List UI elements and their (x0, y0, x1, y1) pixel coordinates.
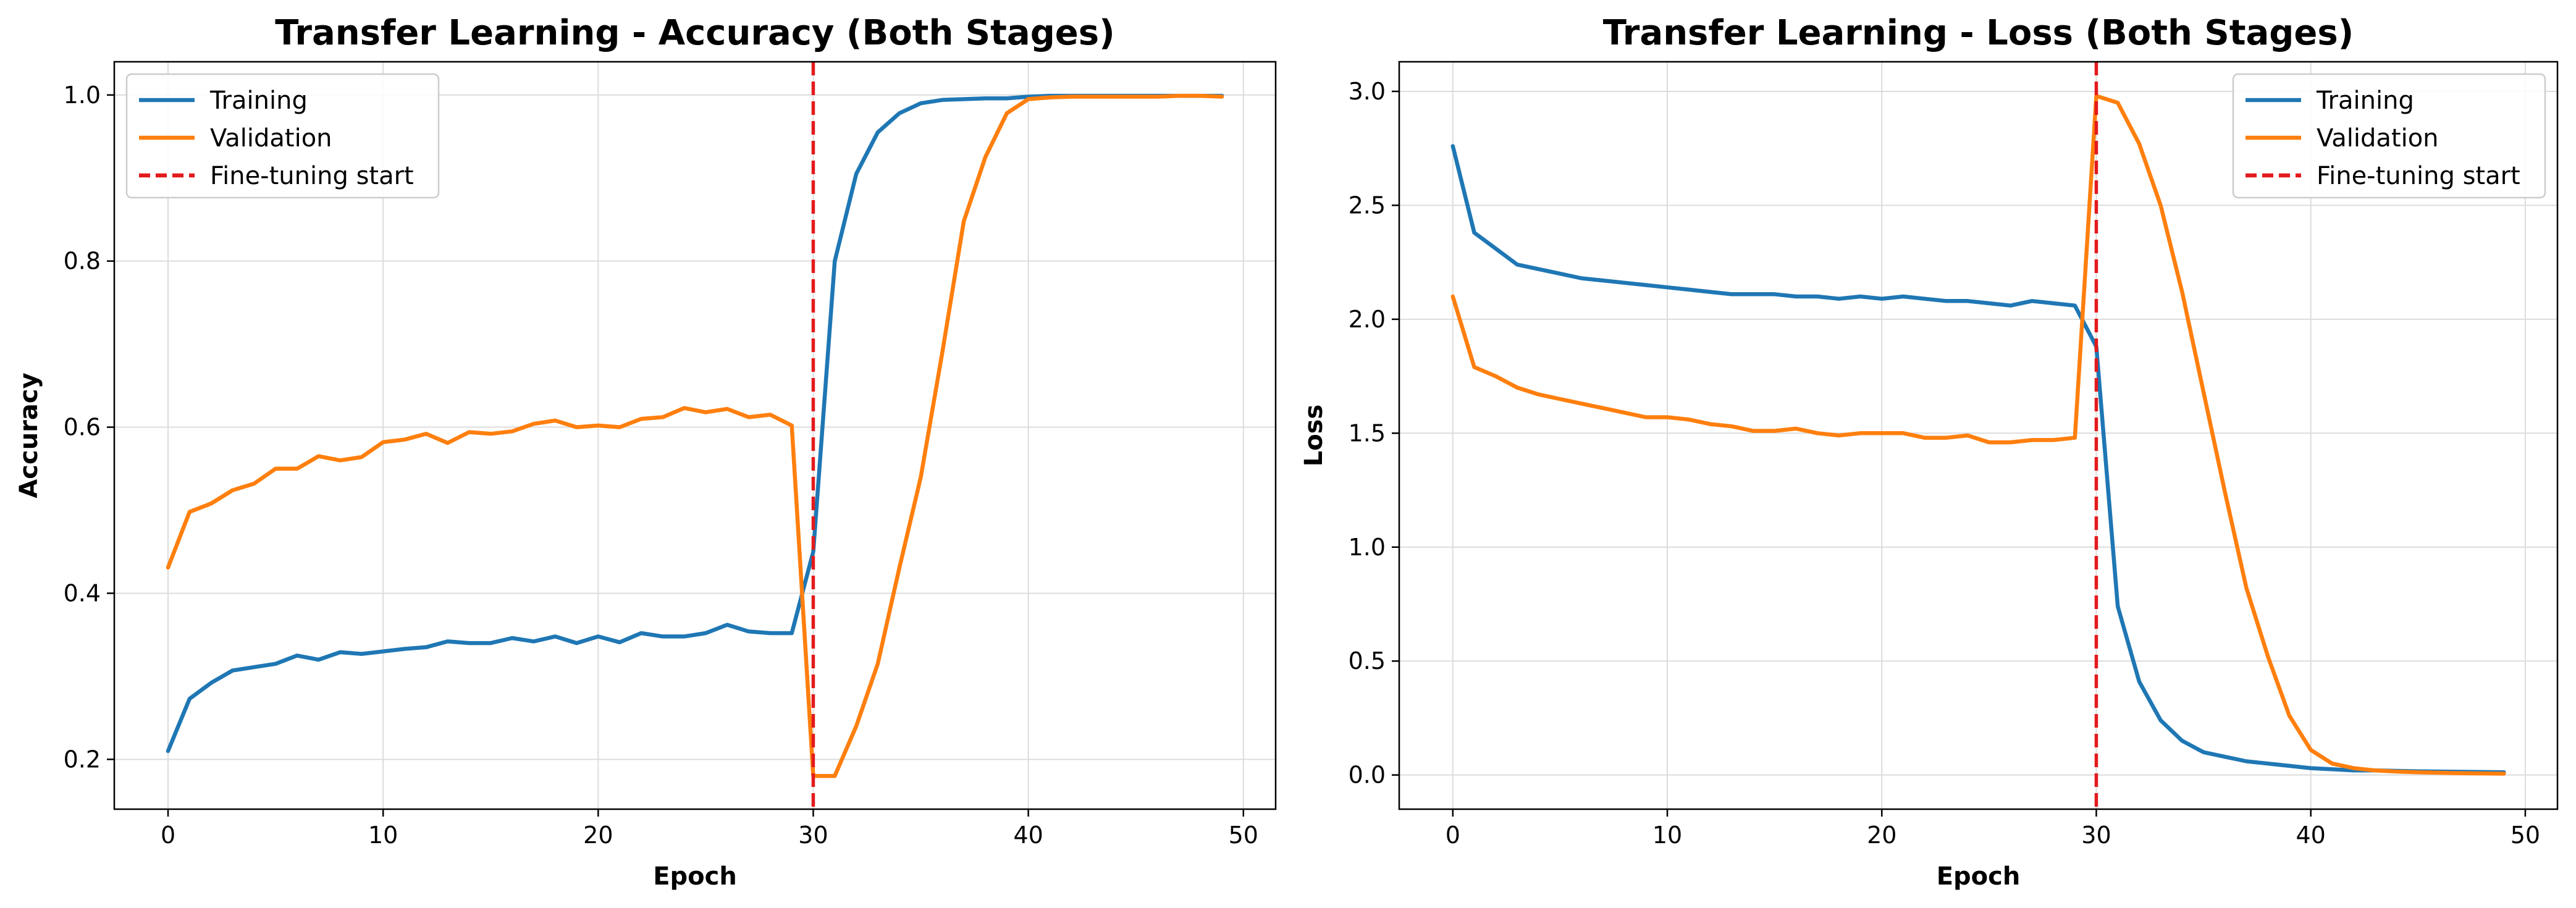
accuracy-y-axis-label: Accuracy (15, 372, 43, 498)
accuracy-x-tick-label: 50 (1229, 822, 1258, 849)
loss-axes-frame (1398, 61, 2559, 810)
loss-x-axis-label: Epoch (1937, 862, 2021, 891)
loss-y-axis-label: Loss (1300, 405, 1328, 467)
accuracy-validation-line (166, 93, 1224, 778)
accuracy-y-tick-label: 0.6 (64, 414, 101, 441)
accuracy-chart-title: Transfer Learning - Accuracy (Both Stage… (275, 13, 1114, 53)
accuracy-y-tick-label: 0.4 (64, 579, 101, 607)
loss-y-tick-label: 0.0 (1349, 762, 1386, 789)
loss-y-tick-label: 3.0 (1349, 78, 1386, 105)
accuracy-x-tick-label: 30 (798, 822, 828, 849)
accuracy-x-tick-label: 0 (161, 822, 175, 849)
loss-legend: Training Validation Fine-tuning start (2232, 73, 2546, 199)
accuracy-ticks: 0 10 20 30 40 50 0.2 0.4 0.6 0.8 1.0 (64, 82, 1258, 849)
loss-training-line (1450, 144, 2506, 775)
loss-chart-title: Transfer Learning - Loss (Both Stages) (1603, 13, 2354, 53)
loss-ticks: 0 10 20 30 40 50 0.0 0.5 1.0 1.5 2.0 2.5 3.0 (1349, 78, 2541, 849)
accuracy-x-tick-label: 20 (583, 822, 613, 849)
loss-x-tick-label: 50 (2511, 822, 2540, 849)
accuracy-legend-label: Training (209, 86, 308, 115)
loss-legend-label: Training (2316, 86, 2414, 115)
loss-y-tick-label: 2.5 (1349, 191, 1386, 219)
loss-x-tick-label: 30 (2081, 822, 2111, 849)
accuracy-lines (166, 62, 1224, 809)
loss-chart: Transfer Learning - Loss (Both Stages) E… (1300, 13, 2559, 891)
accuracy-y-tick-label: 1.0 (64, 82, 101, 109)
accuracy-legend-label: Fine-tuning start (210, 162, 414, 190)
loss-legend-label: Validation (2317, 124, 2439, 153)
accuracy-legend-label: Validation (210, 124, 332, 153)
accuracy-axes-frame (113, 61, 1277, 810)
loss-y-tick-label: 0.5 (1349, 647, 1386, 675)
accuracy-x-tick-label: 10 (368, 822, 398, 849)
loss-y-tick-label: 2.0 (1349, 306, 1386, 333)
accuracy-legend: Training Validation Fine-tuning start (125, 73, 440, 199)
accuracy-legend-box (125, 73, 440, 199)
accuracy-x-tick-label: 40 (1013, 822, 1043, 849)
loss-legend-box (2232, 73, 2546, 199)
loss-grid (1399, 62, 2557, 809)
loss-validation-line (1450, 94, 2506, 776)
loss-x-tick-label: 40 (2296, 822, 2326, 849)
loss-y-tick-label: 1.0 (1349, 534, 1386, 561)
loss-x-tick-label: 20 (1867, 822, 1896, 849)
loss-lines (1450, 62, 2506, 809)
loss-y-tick-label: 1.5 (1349, 419, 1386, 447)
accuracy-y-tick-label: 0.2 (64, 746, 101, 773)
accuracy-x-axis-label: Epoch (653, 862, 737, 891)
accuracy-y-tick-label: 0.8 (64, 248, 101, 275)
accuracy-chart: Transfer Learning - Accuracy (Both Stage… (15, 13, 1277, 891)
loss-x-tick-label: 10 (1652, 822, 1682, 849)
loss-legend-label: Fine-tuning start (2317, 162, 2520, 190)
loss-x-tick-label: 0 (1446, 822, 1460, 849)
